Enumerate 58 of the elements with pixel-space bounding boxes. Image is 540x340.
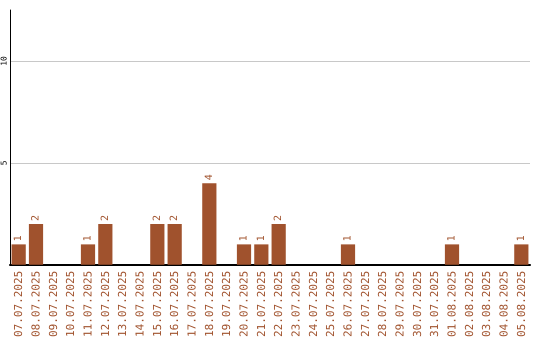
bar	[444, 244, 460, 265]
x-tick-label: 13.07.2025	[116, 270, 130, 338]
x-tick-label: 08.07.2025	[30, 270, 42, 338]
x-tick-label: 04.08.2025	[498, 270, 510, 338]
x-tick-label: 01.08.2025	[446, 270, 458, 338]
x-tick-label: 27.07.2025	[358, 270, 372, 338]
x-tick-label: 07.07.2025	[12, 270, 26, 338]
data-label: 2	[30, 214, 42, 222]
data-label: 2	[169, 214, 180, 222]
x-tick-label: 28.07.2025	[376, 270, 390, 338]
data-label: 1	[238, 235, 250, 242]
data-label: 2	[273, 214, 284, 222]
data-label: 2	[152, 214, 163, 222]
x-tick-label: 15.07.2025	[150, 270, 164, 338]
bar	[272, 224, 286, 265]
x-tick-label: 24.07.2025	[306, 270, 320, 338]
x-tick-label: 12.07.2025	[98, 270, 112, 338]
data-label: 1	[342, 235, 354, 242]
x-tick-label: 20.07.2025	[238, 270, 250, 338]
bar	[340, 244, 356, 265]
x-tick-label: 25.07.2025	[324, 270, 338, 338]
x-tick-label: 17.07.2025	[186, 270, 198, 338]
x-tick-label: 10.07.2025	[64, 270, 78, 338]
x-tick-label: 11.07.2025	[82, 270, 94, 338]
x-tick-label: 23.07.2025	[290, 270, 302, 338]
bar	[514, 244, 528, 265]
x-tick-label: 16.07.2025	[168, 270, 182, 338]
bar	[150, 224, 164, 265]
x-tick-label: 05.08.2025	[514, 270, 528, 338]
x-tick-label: 31.07.2025	[428, 270, 442, 338]
x-tick-label: 19.07.2025	[220, 270, 234, 338]
bar	[202, 183, 216, 265]
y-tick-label: 10	[0, 56, 8, 66]
y-tick-label: 5	[0, 160, 8, 166]
bar	[28, 224, 44, 265]
x-tick-label: 29.07.2025	[394, 270, 406, 338]
x-tick-label: 30.07.2025	[410, 270, 424, 338]
bar	[168, 224, 182, 265]
x-tick-label: 14.07.2025	[134, 270, 146, 338]
bar	[254, 244, 268, 265]
data-label: 1	[446, 235, 458, 242]
data-label: 1	[256, 235, 267, 242]
data-label: 1	[82, 235, 94, 242]
data-label: 2	[100, 214, 111, 222]
x-tick-label: 21.07.2025	[254, 270, 268, 338]
x-tick-label: 09.07.2025	[46, 270, 60, 338]
data-label: 1	[516, 235, 527, 242]
x-tick-label: 02.08.2025	[462, 270, 476, 338]
data-label: 4	[204, 174, 215, 180]
bar	[98, 224, 112, 265]
bar	[12, 244, 26, 265]
data-label: 1	[13, 235, 24, 242]
x-tick-label: 18.07.2025	[202, 270, 216, 338]
x-tick-label: 22.07.2025	[272, 270, 286, 338]
bar	[236, 244, 252, 265]
bar	[80, 244, 96, 265]
x-tick-label: 03.08.2025	[480, 270, 494, 338]
x-tick-label: 26.07.2025	[342, 270, 354, 338]
